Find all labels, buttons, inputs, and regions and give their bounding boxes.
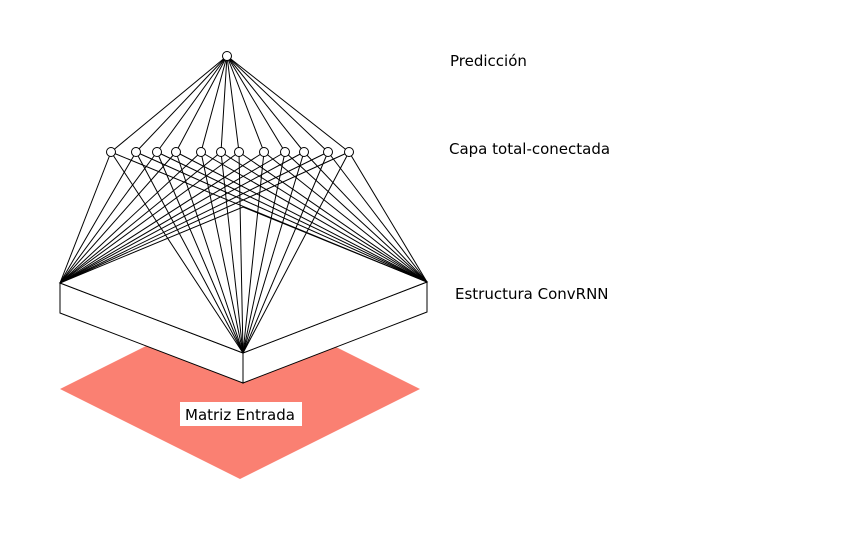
output-to-dense-edge: [226, 55, 286, 153]
output-to-dense-edge: [135, 55, 228, 153]
dense-to-right-corner-edge: [200, 151, 428, 283]
dense-to-right-corner-edge: [348, 151, 428, 283]
dense-to-front-corner-edge: [220, 151, 244, 354]
output-to-dense-edge: [200, 55, 228, 153]
dense-to-right-corner-edge: [110, 151, 428, 283]
output-to-dense-edge: [156, 55, 228, 153]
dense-layer-label: Capa total-conectada: [449, 140, 610, 158]
output-to-dense-edge: [175, 55, 228, 153]
dense-to-left-corner-edge: [59, 151, 329, 284]
output-node: [222, 51, 232, 61]
dense-node: [323, 147, 333, 157]
dense-node: [196, 147, 206, 157]
dense-to-front-corner-edge: [242, 151, 329, 354]
dense-to-left-corner-edge: [59, 151, 177, 284]
dense-to-front-corner-edge: [242, 151, 305, 354]
output-to-dense-edge: [110, 55, 228, 153]
output-to-dense-edge: [226, 55, 240, 153]
output-to-dense-edge: [226, 55, 350, 153]
output-to-dense-edge: [226, 55, 265, 153]
dense-to-right-corner-edge: [156, 151, 428, 283]
dense-to-right-corner-edge: [327, 151, 428, 283]
dense-node: [131, 147, 141, 157]
dense-layer: [106, 147, 354, 157]
dense-node: [280, 147, 290, 157]
dense-to-right-corner-edge: [175, 151, 428, 283]
dense-to-front-corner-edge: [200, 151, 244, 354]
dense-node: [216, 147, 226, 157]
dense-to-front-corner-edge: [242, 151, 286, 354]
dense-to-right-corner-edge: [263, 151, 428, 283]
prediction-label: Predicción: [450, 52, 527, 70]
dense-to-left-corner-edge: [59, 151, 158, 284]
dense-node: [344, 147, 354, 157]
dense-to-left-corner-edge: [59, 151, 350, 284]
output-to-dense-edge: [226, 55, 329, 153]
dense-to-left-corner-edge: [59, 151, 112, 284]
dense-node: [171, 147, 181, 157]
dense-node: [106, 147, 116, 157]
convrnn-block: [58, 206, 429, 384]
input-matrix-label-bg: [180, 402, 302, 426]
dense-to-front-corner-edge: [242, 151, 350, 354]
dense-to-front-corner-edge: [175, 151, 244, 354]
dense-to-right-corner-edge: [284, 151, 428, 283]
convrnn-label: Estructura ConvRNN: [455, 285, 609, 303]
dense-to-left-corner-edge: [59, 151, 265, 284]
dense-to-left-corner-edge: [59, 151, 222, 284]
dense-to-left-corner-edge: [59, 151, 137, 284]
dense-to-front-corner-edge: [238, 151, 244, 354]
dense-node: [152, 147, 162, 157]
dense-to-left-corner-edge: [59, 151, 305, 284]
input-matrix-label: Matriz Entrada: [185, 406, 295, 424]
output-to-dense-edge: [220, 55, 228, 153]
dense-to-front-corner-edge: [156, 151, 244, 354]
dense-to-left-corner-edge: [59, 151, 240, 284]
dense-to-front-corner-edge: [135, 151, 244, 354]
dense-node: [234, 147, 244, 157]
dense-to-right-corner-edge: [220, 151, 428, 283]
dense-to-left-corner-edge: [59, 151, 202, 284]
dense-to-right-corner-edge: [238, 151, 428, 283]
dense-node: [299, 147, 309, 157]
dense-to-front-corner-edge: [110, 151, 244, 354]
output-to-dense-edge: [226, 55, 305, 153]
dense-to-right-corner-edge: [303, 151, 428, 283]
dense-node: [259, 147, 269, 157]
connections: [59, 55, 428, 354]
dense-to-right-corner-edge: [135, 151, 428, 283]
dense-to-left-corner-edge: [59, 151, 286, 284]
